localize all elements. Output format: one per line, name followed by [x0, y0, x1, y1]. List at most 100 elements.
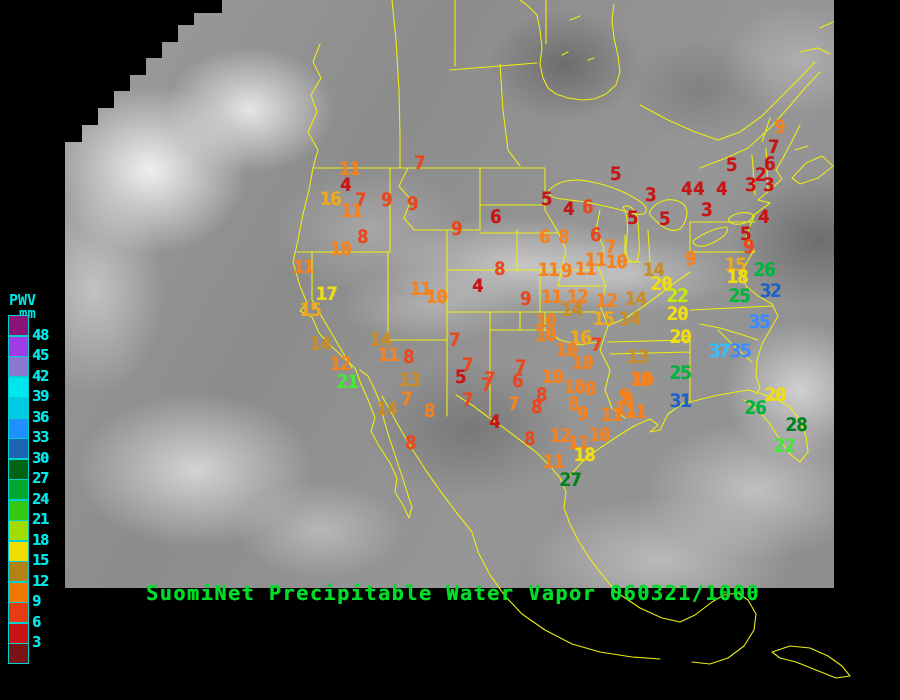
station-pwv-value: 7: [400, 387, 412, 410]
station-pwv-value: 8: [404, 431, 416, 454]
station-pwv-value: 20: [650, 272, 673, 295]
station-pwv-value: 11: [537, 258, 560, 281]
station-pwv-value: 26: [753, 258, 776, 281]
station-pwv-value: 8: [356, 225, 368, 248]
legend-swatch: [8, 315, 29, 336]
legend-swatch: [8, 561, 29, 582]
station-pwv-value: 10: [605, 250, 628, 273]
station-pwv-value: 6: [489, 205, 501, 228]
station-pwv-value: 6: [538, 225, 550, 248]
lake-superior: [547, 179, 647, 215]
station-pwv-value: 12: [549, 424, 572, 447]
station-pwv-value: 9: [406, 192, 418, 215]
station-pwv-value: 13: [398, 368, 421, 391]
station-pwv-value: 16: [569, 326, 592, 349]
station-pwv-value: 10: [534, 323, 557, 346]
pacific-coastline: [292, 43, 413, 519]
station-pwv-value: 26: [744, 396, 767, 419]
station-pwv-value: 12: [566, 285, 589, 308]
station-pwv-value: 7: [461, 353, 473, 376]
station-pwv-value: 11: [624, 400, 647, 423]
legend-swatch: [8, 581, 29, 603]
legend-tick-label: 45: [32, 346, 49, 364]
station-pwv-value: 14: [642, 258, 665, 281]
station-pwv-value: 7: [448, 328, 460, 351]
station-pwv-value: 4: [757, 205, 769, 228]
station-pwv-value: 10: [541, 365, 564, 388]
station-pwv-value: 16: [319, 187, 342, 210]
station-pwv-value: 17: [315, 282, 338, 305]
station-pwv-value: 11: [574, 257, 597, 280]
station-pwv-value: 10: [563, 375, 586, 398]
station-pwv-value: 7: [590, 333, 602, 356]
legend-swatch: [8, 356, 29, 377]
station-pwv-value: 11: [540, 285, 563, 308]
station-pwv-value: 14: [369, 328, 392, 351]
legend-tick-label: 27: [32, 469, 49, 487]
station-pwv-value: 11: [338, 157, 361, 180]
station-pwv-value: 10: [571, 351, 594, 374]
station-pwv-value: 10: [329, 237, 352, 260]
station-pwv-value: 4: [715, 177, 727, 200]
station-pwv-value: 7: [354, 188, 366, 211]
station-pwv-value: 9: [450, 217, 462, 240]
station-pwv-value: 7: [413, 151, 425, 174]
legend-swatch: [8, 458, 29, 480]
legend-swatch: [8, 540, 29, 562]
atlantic-coastline: [741, 124, 801, 395]
station-pwv-value: 10: [555, 338, 578, 361]
station-pwv-value: 28: [785, 413, 808, 436]
legend-title: PWV: [9, 291, 37, 309]
station-pwv-value: 12: [329, 352, 352, 375]
station-pwv-value: 10: [631, 368, 654, 391]
station-pwv-value: 6: [511, 369, 523, 392]
station-pwv-value: 15: [724, 253, 747, 276]
legend-swatch: [8, 417, 29, 439]
gulf-coastline: [565, 392, 731, 481]
legend-tick-label: 30: [32, 448, 49, 467]
station-pwv-value: 3: [700, 198, 712, 221]
station-pwv-value: 3: [762, 173, 774, 196]
lake-huron: [648, 199, 688, 231]
station-pwv-value: 9: [519, 287, 531, 310]
station-pwv-value: 14: [618, 307, 641, 330]
legend-tick-label: 24: [32, 489, 49, 508]
legend-swatch: [8, 376, 29, 398]
station-pwv-value: 11: [600, 403, 623, 426]
station-pwv-value: 9: [618, 384, 630, 407]
state-borders-west: [296, 167, 599, 417]
station-pwv-value: 22: [773, 434, 796, 457]
station-pwv-value: 9: [773, 115, 785, 138]
station-pwv-value: 8: [493, 257, 505, 280]
mexico-pacific-coast: [381, 395, 661, 660]
station-pwv-value: 21: [336, 370, 359, 393]
canada-borders: [391, 0, 547, 169]
station-pwv-value: 27: [559, 468, 582, 491]
station-pwv-value: 10: [534, 309, 557, 332]
station-pwv-value: 8: [402, 345, 414, 368]
station-pwv-value: 5: [658, 207, 670, 230]
station-pwv-value: 5: [725, 153, 737, 176]
legend-tick-label: 12: [32, 571, 49, 590]
cuba-coastline: [771, 645, 851, 679]
station-pwv-value: 9: [684, 247, 696, 270]
station-pwv-value: 8: [535, 383, 547, 406]
station-pwv-value: 11: [409, 277, 432, 300]
station-pwv-value: 8: [423, 399, 435, 422]
rio-grande-border: [455, 394, 567, 493]
station-pwv-value: 5: [540, 187, 552, 210]
station-pwv-value: 9: [621, 387, 633, 410]
legend-swatch: [8, 335, 29, 357]
station-pwv-value: 3: [644, 183, 656, 206]
station-pwv-value: 7: [461, 388, 473, 411]
station-pwv-value: 9: [576, 402, 588, 425]
station-pwv-value: 9: [742, 235, 754, 258]
station-pwv-value: 8: [584, 377, 596, 400]
station-pwv-value: 31: [669, 389, 692, 412]
legend-swatch: [8, 397, 29, 418]
station-pwv-value: 10: [425, 285, 448, 308]
station-pwv-value: 15: [299, 298, 322, 321]
station-pwv-value: 10: [629, 367, 652, 390]
station-pwv-value: 11: [377, 343, 400, 366]
